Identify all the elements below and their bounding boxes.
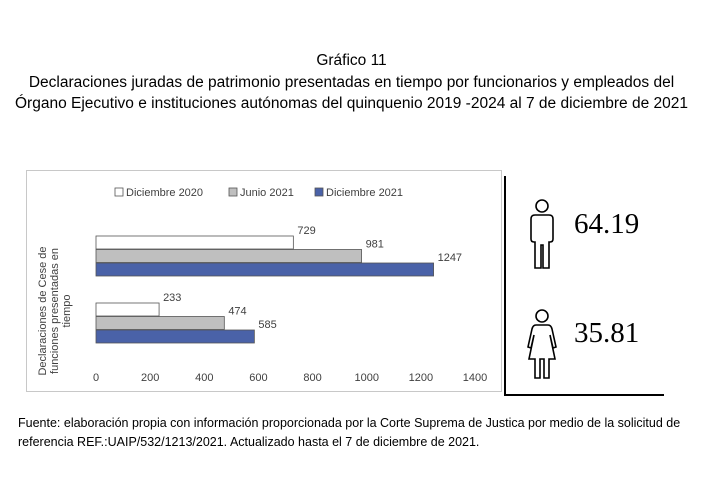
legend-label: Diciembre 2021 — [326, 187, 403, 199]
data-label: 233 — [163, 292, 181, 304]
x-tick-label: 0 — [93, 372, 99, 384]
data-label: 1247 — [438, 252, 462, 264]
x-tick-label: 200 — [141, 372, 159, 384]
vertical-divider — [504, 176, 506, 396]
bar — [95, 249, 362, 263]
chart-frame: Declaraciones de Cese defunciones presen… — [26, 170, 502, 392]
x-tick-label: 1400 — [463, 372, 487, 384]
male-person-icon — [530, 199, 554, 269]
x-tick-label: 600 — [249, 372, 267, 384]
data-label: 981 — [366, 239, 384, 251]
y-axis-label: Declaraciones de Cese defunciones presen… — [37, 246, 73, 375]
legend-swatch — [114, 187, 124, 197]
bar — [95, 316, 225, 330]
chart-title: Declaraciones juradas de patrimonio pres… — [15, 74, 688, 112]
legend-swatch — [228, 187, 238, 197]
data-label: 474 — [228, 306, 246, 318]
data-label: 729 — [297, 225, 315, 237]
x-tick-label: 400 — [195, 372, 213, 384]
female-percentage: 35.81 — [574, 317, 640, 349]
bar — [95, 302, 160, 317]
source-note: Fuente: elaboración propia con informaci… — [18, 416, 681, 449]
bar — [95, 262, 434, 277]
female-person-icon — [527, 309, 557, 379]
x-tick-label: 1000 — [354, 372, 378, 384]
data-label: 585 — [258, 319, 276, 331]
bar — [95, 235, 294, 250]
bar — [95, 329, 255, 344]
legend-label: Diciembre 2020 — [126, 187, 203, 199]
male-percentage: 64.19 — [574, 208, 640, 240]
chart-number: Gráfico 11 — [316, 52, 387, 69]
x-tick-label: 800 — [303, 372, 321, 384]
horizontal-divider — [504, 394, 664, 396]
legend-swatch — [314, 187, 324, 197]
legend-label: Junio 2021 — [240, 187, 294, 199]
bar-chart: Declaraciones de Cese defunciones presen… — [37, 187, 487, 384]
x-tick-label: 1200 — [409, 372, 433, 384]
